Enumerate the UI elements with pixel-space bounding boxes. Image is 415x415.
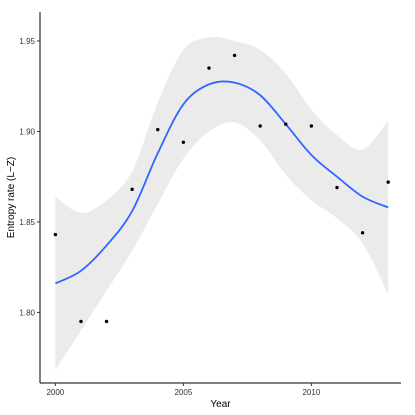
x-tick-label: 2010: [302, 388, 320, 397]
x-tick-label: 2000: [46, 388, 64, 397]
data-point: [284, 122, 288, 126]
data-points-layer: [53, 53, 390, 324]
y-tick-label: 1.80: [19, 308, 35, 317]
data-point: [258, 124, 262, 128]
y-tick-label: 1.85: [19, 218, 35, 227]
data-point: [104, 319, 109, 324]
confidence-band-layer: [55, 36, 389, 371]
data-point: [232, 53, 237, 58]
x-axis-title: Year: [210, 399, 231, 410]
data-point: [386, 180, 390, 184]
y-tick-label: 1.90: [19, 127, 35, 136]
data-point: [207, 66, 211, 70]
data-point: [79, 319, 83, 324]
smooth-line-layer: [54, 80, 389, 285]
smooth-fit-line: [54, 80, 389, 285]
x-axis-ticks: 2000 2005 2010: [46, 383, 321, 397]
y-axis-title: Entropy rate (L−Z): [6, 157, 17, 238]
data-point: [335, 185, 339, 190]
x-tick-label: 2005: [174, 388, 192, 397]
confidence-band: [55, 36, 389, 371]
y-tick-label: 1.95: [19, 37, 35, 46]
data-point: [53, 232, 58, 237]
data-point: [309, 124, 314, 128]
data-point: [181, 140, 186, 144]
data-point: [130, 187, 134, 192]
y-axis-ticks: 1.80 1.85 1.90 1.95: [19, 37, 40, 317]
data-point: [360, 231, 365, 235]
data-point: [156, 127, 160, 132]
